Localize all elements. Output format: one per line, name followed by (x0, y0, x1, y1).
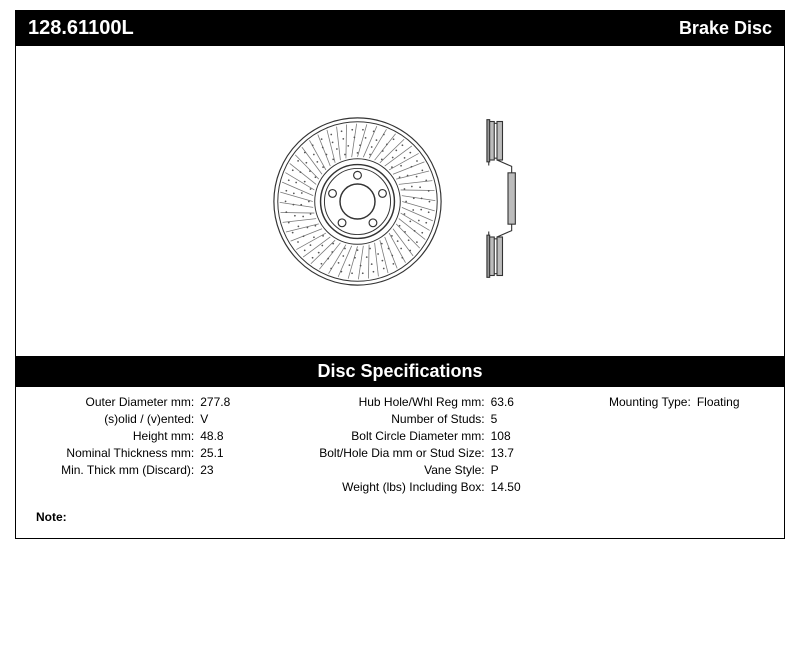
spec-sheet: 128.61100L Brake Disc (15, 10, 785, 539)
specs_col2-label: Hub Hole/Whl Reg mm: (265, 395, 484, 409)
header-bar: 128.61100L Brake Disc (16, 11, 784, 46)
specs_col1-label: Outer Diameter mm: (26, 395, 194, 409)
section-title-bar: Disc Specifications (16, 356, 784, 387)
spec-column-1: Outer Diameter mm: 277.8 (s)olid / (v)ente… (26, 395, 265, 494)
specs_col2-label: Number of Studs: (265, 412, 484, 426)
specs_col2-value: 14.50 (491, 480, 575, 494)
specs_col3-value: Floating (697, 395, 774, 409)
specs_col2-value: 63.6 (491, 395, 575, 409)
spec-column-2: Hub Hole/Whl Reg mm: 63.6 Number of Studs:… (265, 395, 574, 494)
specs_col1-value: 25.1 (200, 446, 265, 460)
note-row: Note: (16, 498, 784, 538)
part-number: 128.61100L (28, 17, 134, 40)
product-name: Brake Disc (679, 18, 772, 39)
rotor-front-view (270, 114, 445, 289)
note-label: Note: (36, 510, 67, 524)
specs_col2-label: Bolt Circle Diameter mm: (265, 429, 484, 443)
specs_col2-value: 108 (491, 429, 575, 443)
specs_col2-value: 5 (491, 412, 575, 426)
specs_col2-value: P (491, 463, 575, 477)
specs_col2-value: 13.7 (491, 446, 575, 460)
specs-table: Outer Diameter mm: 277.8 (s)olid / (v)ente… (16, 387, 784, 498)
section-title: Disc Specifications (317, 361, 482, 381)
specs_col2-label: Vane Style: (265, 463, 484, 477)
specs_col1-label: Nominal Thickness mm: (26, 446, 194, 460)
specs_col1-label: Height mm: (26, 429, 194, 443)
specs_col1-value: V (200, 412, 265, 426)
spec-column-3: Mounting Type: Floating (575, 395, 774, 494)
specs_col1-value: 48.8 (200, 429, 265, 443)
specs_col2-label: Bolt/Hole Dia mm or Stud Size: (265, 446, 484, 460)
rotor-side-view (475, 111, 530, 291)
diagram-area (16, 46, 784, 356)
specs_col2-label: Weight (lbs) Including Box: (265, 480, 484, 494)
specs_col1-value: 277.8 (200, 395, 265, 409)
specs_col1-label: (s)olid / (v)ented: (26, 412, 194, 426)
specs_col1-label: Min. Thick mm (Discard): (26, 463, 194, 477)
specs_col1-value: 23 (200, 463, 265, 477)
specs_col3-label: Mounting Type: (575, 395, 691, 409)
